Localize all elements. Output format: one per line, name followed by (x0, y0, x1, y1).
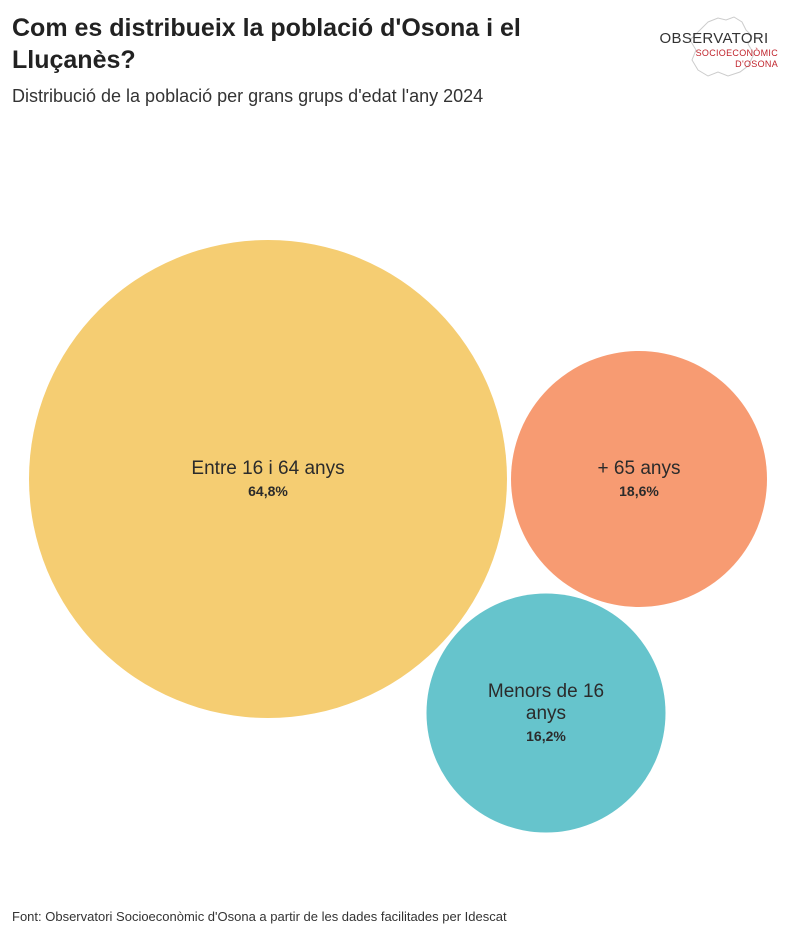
logo-line-1: SOCIOECONÒMIC (695, 48, 778, 58)
bubble-2 (426, 593, 666, 833)
source-note: Font: Observatori Socioeconòmic d'Osona … (12, 909, 507, 924)
bubble-label-2-line-1: anys (526, 703, 566, 724)
bubble-label-1-line-0: + 65 anys (598, 458, 681, 479)
bubble-0 (29, 240, 507, 718)
bubble-label-0-line-0: Entre 16 i 64 anys (191, 458, 344, 479)
logo-line-2: D'OSONA (735, 59, 778, 69)
chart-subtitle: Distribució de la població per grans gru… (12, 86, 484, 106)
chart-title: Com es distribueix la població d'Osona i… (12, 14, 521, 74)
observatori-logo: OBSERVATORI SOCIOECONÒMIC D'OSONA (648, 14, 780, 80)
osona-map-outline-icon (689, 16, 755, 77)
bubble-1 (511, 351, 767, 607)
logo-sub-text: SOCIOECONÒMIC D'OSONA (692, 48, 778, 70)
bubble-value-1: 18,6% (619, 483, 659, 499)
logo-main-text: OBSERVATORI (659, 30, 769, 47)
bubble-label-2-line-0: Menors de 16 (488, 681, 604, 702)
bubble-value-2: 16,2% (526, 728, 566, 744)
bubble-value-0: 64,8% (248, 483, 288, 499)
